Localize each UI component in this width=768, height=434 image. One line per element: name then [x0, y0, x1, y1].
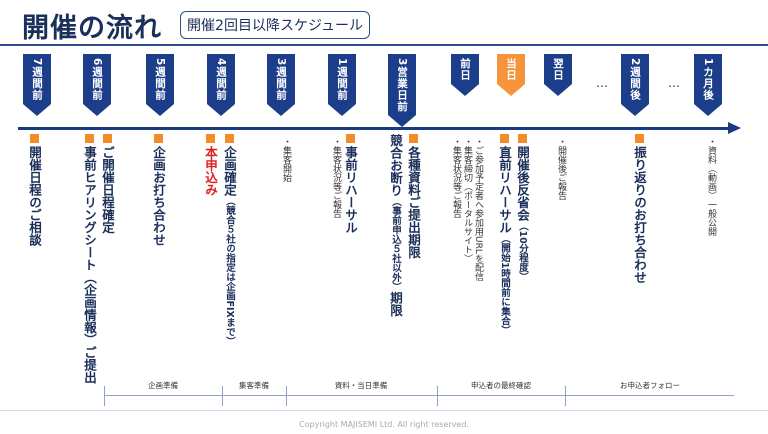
phase-divider [104, 386, 105, 406]
milestone-2-weeks-after: 2週間後 [621, 54, 649, 116]
milestone-pointer [83, 103, 111, 116]
milestone-day-before: 前日 [451, 54, 479, 96]
phase-divider [222, 386, 223, 406]
event-retrospective-meeting: 振り返りのお打ち合わせ [631, 134, 648, 284]
milestone-label: 5週間前 [146, 54, 174, 104]
phase-recruitment-prep: 集客準備 [239, 381, 269, 390]
milestone-3-weeks-before: 3週間前 [267, 54, 295, 116]
milestone-label: 7週間前 [23, 54, 51, 104]
orange-square-marker [84, 134, 94, 143]
milestone-label: 6週間前 [83, 54, 111, 104]
milestone-pointer [267, 103, 295, 116]
note-public-release: ・資料（動画）一般公開 [706, 137, 716, 236]
orange-square-marker [517, 134, 527, 143]
phase-divider [286, 386, 287, 406]
event-date-confirmed: ご開催日程確定 [99, 134, 116, 234]
orange-square-marker [205, 134, 215, 143]
page-title: 開催の流れ [22, 13, 162, 44]
phase-divider [437, 386, 438, 406]
milestone-3-business-days-before: 3営業日前 [388, 54, 416, 128]
timeline-arrow-head [728, 122, 741, 134]
note-post-event-report: ・開催後ご報告 [556, 137, 566, 200]
milestone-pointer [207, 103, 235, 116]
phase-follow-up: お申込者フォロー [620, 381, 680, 390]
event-planning-meeting: 企画お打ち合わせ [150, 134, 167, 246]
orange-square-marker [408, 134, 418, 143]
note-recruitment-start: ・集客開始 [281, 137, 291, 182]
milestone-pointer [328, 103, 356, 116]
ellipsis: … [596, 76, 608, 90]
milestone-5-weeks-before: 5週間前 [146, 54, 174, 116]
subtitle-box: 開催2回目以降スケジュール [180, 11, 370, 39]
event-review-meeting: 開催後反省会（10分程度） [514, 134, 531, 282]
milestone-label: 当日 [497, 54, 525, 84]
milestone-label: 1カ月後 [694, 54, 722, 104]
milestone-pointer [146, 103, 174, 116]
milestone-label: 翌日 [544, 54, 572, 84]
milestone-pointer [388, 115, 416, 128]
orange-square-marker [224, 134, 234, 143]
milestone-next-day: 翌日 [544, 54, 572, 96]
event-official-application: 本申込み [202, 134, 219, 196]
milestone-label: 1週間前 [328, 54, 356, 104]
orange-square-marker [29, 134, 39, 143]
orange-square-marker [345, 134, 355, 143]
milestone-pointer [621, 103, 649, 116]
event-pre-rehearsal: 事前リハーサル [342, 134, 359, 234]
milestone-pointer [544, 84, 572, 96]
phase-bar-line [104, 395, 734, 396]
milestone-event-day: 当日 [497, 54, 525, 96]
event-hearing-sheet: 事前ヒアリングシート（企画情報）ご提出 [81, 134, 98, 384]
milestone-1-month-after: 1カ月後 [694, 54, 722, 116]
orange-square-marker [153, 134, 163, 143]
phase-divider [565, 386, 566, 406]
phase-materials-prep: 資料・当日準備 [334, 381, 388, 390]
milestone-6-weeks-before: 6週間前 [83, 54, 111, 116]
event-materials-deadline: 各種資料ご提出期限 [405, 134, 422, 259]
orange-square-marker [102, 134, 112, 143]
event-final-rehearsal: 直前リハーサル（開始1時間前に集合） [496, 134, 513, 335]
orange-square-marker [634, 134, 644, 143]
milestone-pointer [451, 84, 479, 96]
orange-square-marker [499, 134, 509, 143]
note-url-distribution: ・ご参加予定者へ参加用URLを配信 [473, 137, 483, 281]
milestone-label: 3週間前 [267, 54, 295, 104]
milestone-4-weeks-before: 4週間前 [207, 54, 235, 116]
milestone-7-weeks-before: 7週間前 [23, 54, 51, 116]
event-competitor-refusal: 競合お断り（事前申込５社以外）期限 [388, 134, 403, 317]
milestone-label: 前日 [451, 54, 479, 84]
milestone-pointer [497, 84, 525, 96]
milestone-label: 3営業日前 [388, 54, 416, 116]
footer-divider [0, 410, 768, 411]
phase-final-check: 申込者の最終確認 [471, 381, 531, 390]
note-status-report-2: ・集客状況等ご報告 [451, 137, 461, 218]
copyright-text: Copyright MAJISEMI Ltd. All right reserv… [299, 420, 469, 429]
milestone-pointer [694, 103, 722, 116]
milestone-pointer [23, 103, 51, 116]
note-recruitment-close: ・集客締切（ポータルサイト） [462, 137, 472, 263]
ellipsis: … [668, 76, 680, 90]
event-plan-confirmed: 企画確定（競合５社の指定は企画FIXまで） [221, 134, 238, 346]
milestone-1-week-before: 1週間前 [328, 54, 356, 116]
title-underline [0, 44, 768, 46]
note-status-report: ・集客状況等ご報告 [331, 137, 341, 218]
timeline-arrow-line [18, 127, 730, 130]
event-schedule-consultation: 開催日程のご相談 [26, 134, 43, 246]
phase-planning-prep: 企画準備 [148, 381, 178, 390]
milestone-label: 2週間後 [621, 54, 649, 104]
milestone-label: 4週間前 [207, 54, 235, 104]
